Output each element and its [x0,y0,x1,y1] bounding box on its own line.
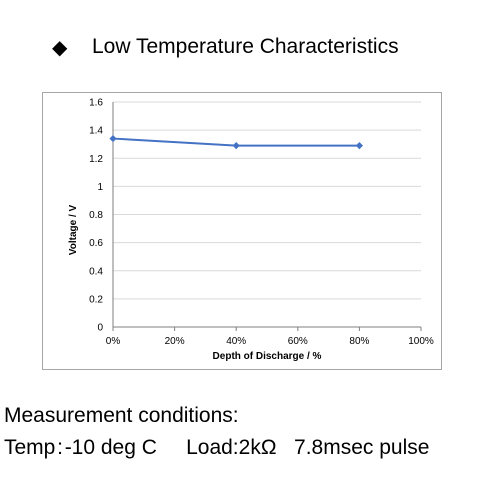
y-tick-label: 0.6 [89,238,103,249]
data-point-marker [355,141,363,150]
measurement-conditions-details: Temp : -10 deg C Load:2kΩ 7.8msec pulse [4,436,430,459]
chart-frame [42,92,442,370]
data-point-marker [109,134,117,143]
y-tick-label: 0 [97,323,103,334]
x-tick-label: 20% [165,336,185,347]
y-tick-label: 1.4 [89,126,103,137]
x-tick-label: 100% [408,336,434,347]
x-axis-title: Depth of Discharge / % [213,351,322,362]
y-tick-label: 0.4 [89,266,103,277]
x-tick-label: 0% [106,336,121,347]
chart-title: Low Temperature Characteristics [92,35,399,58]
y-tick-label: 1.2 [89,154,103,165]
y-tick-label: 0.8 [89,210,103,221]
chart-heading: ◆ Low Temperature Characteristics [52,32,399,62]
data-point-marker [232,141,240,150]
diamond-bullet-icon: ◆ [52,35,68,59]
x-tick-label: 80% [349,336,369,347]
measurement-conditions-heading: Measurement conditions: [4,404,239,427]
y-tick-label: 1.6 [89,98,103,109]
x-tick-label: 40% [226,336,246,347]
y-axis-title: Voltage / V [68,204,79,255]
y-tick-label: 1 [97,182,103,193]
x-tick-label: 60% [288,336,308,347]
y-tick-label: 0.2 [89,294,103,305]
